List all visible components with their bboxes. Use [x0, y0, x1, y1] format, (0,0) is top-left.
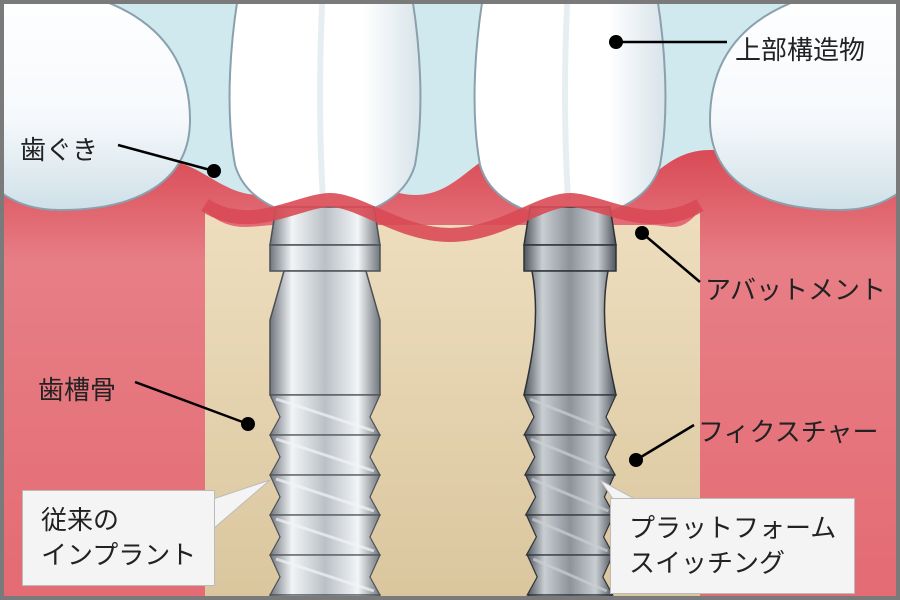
callout-platform: プラットフォーム スイッチング — [610, 498, 855, 594]
callout-conventional-l2: インプラント — [41, 540, 196, 570]
label-bone: 歯槽骨 — [38, 370, 116, 407]
callout-platform-l1: プラットフォーム — [629, 513, 836, 543]
label-crown: 上部構造物 — [735, 30, 865, 67]
callout-platform-l2: スイッチング — [629, 548, 785, 578]
label-gum: 歯ぐき — [20, 130, 98, 167]
label-abutment: アバットメント — [705, 270, 886, 307]
diagram-root: 歯ぐき 歯槽骨 上部構造物 アバットメント フィクスチャー 従来の インプラント… — [0, 0, 900, 600]
callout-conventional: 従来の インプラント — [22, 490, 215, 586]
callout-conventional-l1: 従来の — [41, 505, 119, 535]
label-fixture: フィクスチャー — [698, 412, 878, 449]
